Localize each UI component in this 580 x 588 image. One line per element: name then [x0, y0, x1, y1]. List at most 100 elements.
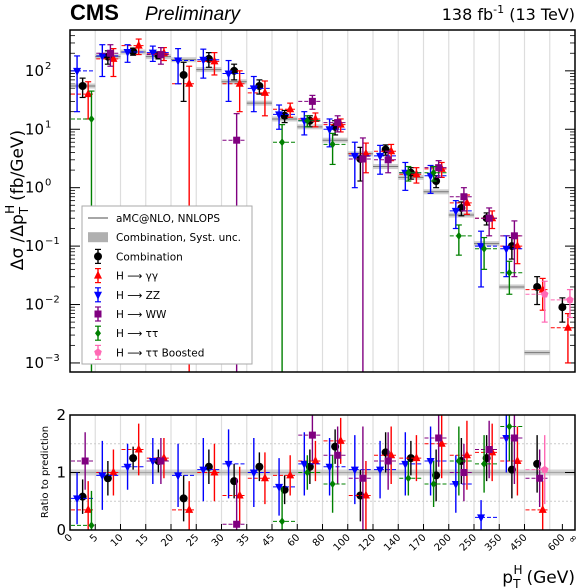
grid-line [94, 30, 96, 372]
ratio-point [510, 434, 518, 442]
data-point [260, 87, 269, 96]
x-tick-label: 10 [109, 532, 126, 549]
ratio-point [304, 468, 311, 477]
data-point [286, 104, 295, 113]
data-point [311, 113, 320, 122]
x-tick-label: 25 [185, 532, 202, 549]
data-point [566, 295, 574, 304]
data-point [376, 152, 385, 161]
data-point [540, 290, 549, 298]
legend-label: H ⟶ γγ [116, 271, 158, 283]
ratio-syst-band [70, 469, 96, 476]
ratio-point [451, 481, 460, 489]
ratio-point [485, 446, 493, 453]
grid-line [397, 30, 399, 372]
data-point [510, 232, 518, 240]
ratio-point [235, 490, 244, 499]
ratio-point [134, 444, 143, 453]
data-point [563, 322, 572, 331]
legend-label: H ⟶ ZZ [116, 290, 160, 302]
data-point [412, 169, 421, 178]
ratio-y-tick-label: 2 [56, 406, 66, 424]
ratio-point [233, 520, 241, 528]
grid-line [422, 30, 425, 372]
y-tick-label: 101 [25, 119, 51, 138]
data-point [325, 126, 334, 135]
status-label: Preliminary [145, 4, 242, 25]
x-tick-label: 350 [483, 532, 504, 553]
grid-line [170, 30, 172, 372]
legend-marker [94, 291, 102, 300]
ratio-point [199, 466, 208, 475]
data-point [279, 138, 286, 147]
x-axis-label: pTH (GeV) [502, 563, 575, 588]
ratio-y-axis-label: Ratio to prediction [40, 426, 51, 518]
x-tick-label: 60 [286, 532, 303, 549]
data-point [359, 155, 367, 163]
ratio-point [401, 460, 410, 469]
grid-line [549, 30, 551, 372]
ratio-point [329, 480, 336, 488]
y-tick-exponent: 2 [45, 61, 51, 72]
grid-line [296, 30, 298, 372]
ratio-point [204, 462, 213, 471]
legend-label: H ⟶ ττ [116, 328, 158, 340]
grid-line [246, 30, 248, 372]
x-tick-label: 100 [332, 532, 353, 553]
y-tick-exponent: 0 [45, 178, 51, 189]
legend-band [88, 232, 108, 243]
grid-line [372, 30, 374, 372]
x-tick-label: 30 [210, 532, 227, 549]
grid-line [448, 30, 450, 372]
data-point [451, 207, 460, 216]
data-point [109, 53, 118, 62]
x-tick-label: 45 [260, 532, 277, 549]
x-tick-label: 15 [134, 532, 151, 549]
ratio-point [412, 453, 421, 462]
ratio-point [123, 463, 132, 472]
data-point [233, 136, 241, 144]
data-point [73, 67, 82, 76]
data-point [304, 116, 311, 125]
ratio-point [300, 460, 309, 469]
ratio-point [84, 504, 93, 513]
data-point [148, 49, 157, 58]
ratio-point [477, 514, 486, 523]
ratio-point [210, 467, 219, 476]
x-tick-label: 5 [88, 532, 100, 544]
ratio-point [506, 422, 513, 431]
ratio-point [384, 457, 392, 465]
y-tick-exponent: 1 [45, 119, 51, 130]
ratio-point [255, 462, 264, 471]
data-point [350, 152, 359, 161]
ratio-point [279, 517, 286, 526]
data-point [477, 243, 486, 252]
data-point [88, 114, 95, 123]
x-tick-label: 35 [235, 532, 252, 549]
ratio-point [334, 451, 342, 459]
ratio-point [103, 474, 112, 483]
data-point [210, 56, 219, 65]
grid-line [195, 30, 197, 372]
ratio-point [109, 467, 118, 476]
ratio-point [481, 459, 488, 468]
data-point [405, 168, 412, 177]
data-point [329, 140, 336, 149]
data-point [235, 78, 244, 87]
ratio-point [148, 458, 157, 466]
ratio-point [81, 457, 89, 465]
ratio-point [437, 438, 446, 447]
x-tick-label: 0 [63, 532, 75, 544]
data-point [199, 56, 208, 65]
ratio-y-tick-label: 1 [56, 464, 66, 482]
ratio-point [157, 457, 165, 465]
ratio-y-tick-label: 0 [56, 521, 66, 539]
x-tick-label: 20 [159, 532, 176, 549]
ratio-point [376, 466, 385, 475]
data-point [123, 49, 132, 58]
y-tick-label: 100 [25, 178, 51, 197]
ratio-syst-band [322, 469, 348, 476]
data-point [185, 78, 194, 87]
